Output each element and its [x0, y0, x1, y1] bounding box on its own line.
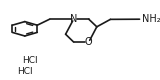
- Text: HCl: HCl: [23, 56, 38, 65]
- Text: N: N: [70, 14, 77, 24]
- Text: HCl: HCl: [17, 68, 33, 76]
- Text: O: O: [85, 37, 93, 47]
- Text: NH₂: NH₂: [142, 14, 160, 24]
